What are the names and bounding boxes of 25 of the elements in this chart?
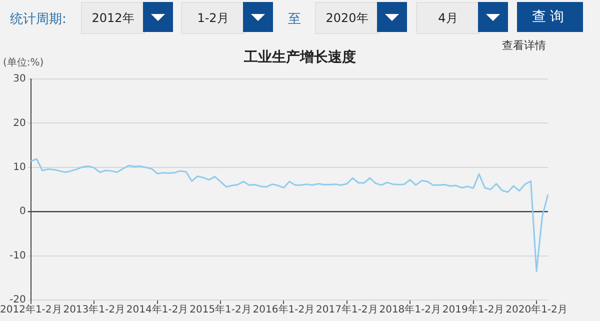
text: 统计周期:	[10, 11, 68, 29]
text: 至	[288, 11, 302, 29]
text: 2020年	[315, 2, 379, 34]
y-tick-label: 10	[13, 162, 26, 173]
y-tick-label: 20	[13, 118, 26, 129]
x-tick-label: 2014年1-2月	[126, 304, 188, 316]
x-tick-label: 2017年1-2月	[316, 304, 378, 316]
x-tick-label: 2012年1-2月	[0, 304, 62, 316]
text: 查看详情	[502, 38, 547, 52]
x-tick-label: 2019年1-2月	[442, 304, 504, 316]
x-tick-label: 2018年1-2月	[379, 304, 442, 316]
text: 1-2月	[181, 2, 245, 34]
y-tick-label: 30	[13, 74, 26, 85]
y-tick-label: -10	[10, 250, 26, 262]
x-tick-label: 2015年1-2月	[190, 304, 252, 316]
text: 查询	[517, 2, 583, 32]
x-tick-label: 2016年1-2月	[252, 304, 315, 316]
x-tick-label: 2020年1-2月	[506, 304, 568, 316]
text: 4月	[416, 2, 480, 34]
text: 2012年	[81, 2, 145, 34]
x-tick-label: 2013年1-2月	[63, 304, 125, 316]
chart-title: 工业生产增长速度	[243, 48, 356, 66]
y-axis-title: (单位:%)	[3, 56, 44, 69]
y-tick-label: -20	[10, 294, 26, 306]
y-tick-label: 0	[20, 206, 26, 218]
